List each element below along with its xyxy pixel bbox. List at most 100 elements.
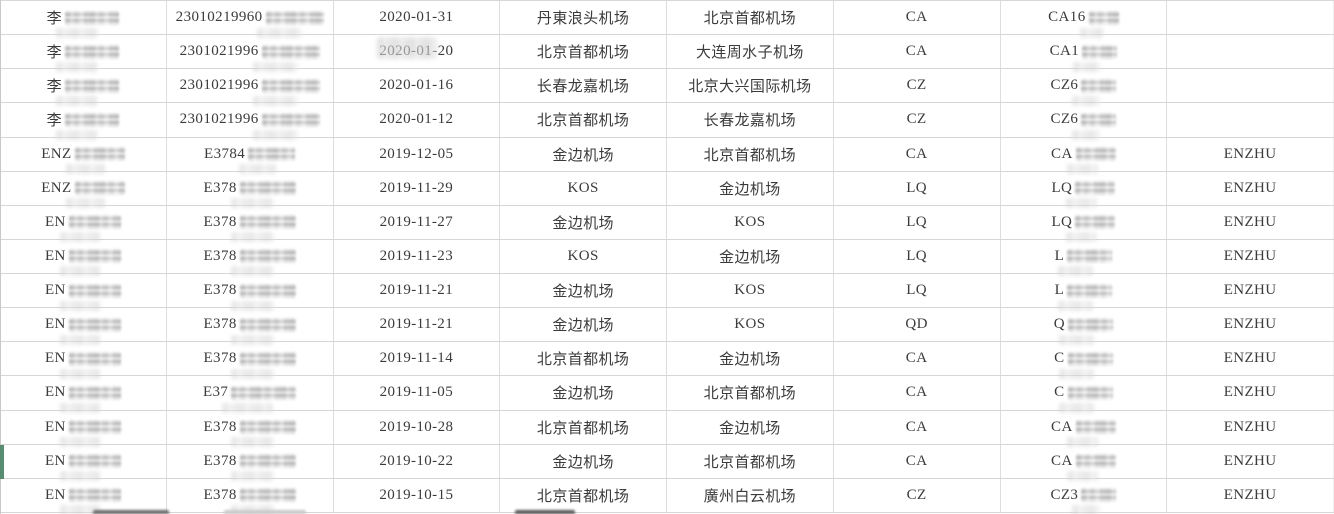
cell-arrival-airport[interactable]: 北京大兴国际机场 (667, 69, 834, 103)
cell-flight-number[interactable]: C (1001, 342, 1168, 376)
cell-airline-code[interactable]: CZ (834, 69, 1001, 103)
cell-id-number[interactable]: E37 (167, 376, 334, 410)
cell-flight-date[interactable]: 2020-01-16 (334, 69, 501, 103)
cell-flight-date[interactable]: 2019-11-21 (334, 308, 501, 342)
cell-airline-code[interactable]: CA (834, 342, 1001, 376)
cell-departure-airport[interactable]: 金边机场 (500, 137, 667, 171)
cell-departure-airport[interactable]: 北京首都机场 (500, 342, 667, 376)
cell-flight-date[interactable]: 2019-11-05 (334, 376, 501, 410)
cell-id-number[interactable]: E378 (167, 444, 334, 478)
cell-passenger-name[interactable]: 李 (0, 103, 167, 137)
cell-departure-airport[interactable]: 金边机场 (500, 274, 667, 308)
cell-passenger-name[interactable]: ENZ (0, 137, 167, 171)
cell-id-number[interactable]: E378 (167, 410, 334, 444)
cell-flight-date[interactable]: 2019-10-15 (334, 478, 501, 512)
cell-departure-airport[interactable]: 金边机场 (500, 376, 667, 410)
cell-flight-number[interactable]: LQ (1001, 171, 1168, 205)
cell-airline-code[interactable]: CA (834, 410, 1001, 444)
cell-flight-date[interactable]: 2019-11-14 (334, 342, 501, 376)
cell-passenger-tag[interactable]: ENZHU (1167, 274, 1334, 308)
cell-passenger-tag[interactable] (1167, 1, 1334, 35)
cell-passenger-name[interactable]: EN (0, 274, 167, 308)
cell-airline-code[interactable]: LQ (834, 205, 1001, 239)
cell-departure-airport[interactable]: 北京首都机场 (500, 35, 667, 69)
cell-passenger-name[interactable]: EN (0, 444, 167, 478)
cell-id-number[interactable]: 2301021996 (167, 103, 334, 137)
cell-departure-airport[interactable]: 金边机场 (500, 444, 667, 478)
cell-airline-code[interactable]: CA (834, 137, 1001, 171)
cell-airline-code[interactable]: CA (834, 444, 1001, 478)
cell-airline-code[interactable]: CA (834, 376, 1001, 410)
cell-arrival-airport[interactable]: 金边机场 (667, 239, 834, 273)
cell-id-number[interactable]: 23010219960 (167, 1, 334, 35)
cell-arrival-airport[interactable]: 金边机场 (667, 410, 834, 444)
cell-arrival-airport[interactable]: 北京首都机场 (667, 1, 834, 35)
cell-flight-date[interactable]: 2019-11-23 (334, 239, 501, 273)
cell-passenger-name[interactable]: EN (0, 205, 167, 239)
cell-passenger-tag[interactable]: ENZHU (1167, 376, 1334, 410)
cell-arrival-airport[interactable]: 北京首都机场 (667, 376, 834, 410)
cell-airline-code[interactable]: QD (834, 308, 1001, 342)
cell-arrival-airport[interactable]: 北京首都机场 (667, 444, 834, 478)
cell-id-number[interactable]: E378 (167, 205, 334, 239)
cell-departure-airport[interactable]: 金边机场 (500, 205, 667, 239)
cell-passenger-name[interactable]: 李 (0, 1, 167, 35)
cell-departure-airport[interactable]: 长春龙嘉机场 (500, 69, 667, 103)
cell-arrival-airport[interactable]: KOS (667, 308, 834, 342)
cell-arrival-airport[interactable]: 长春龙嘉机场 (667, 103, 834, 137)
cell-flight-number[interactable]: CZ3 (1001, 478, 1168, 512)
cell-departure-airport[interactable]: 北京首都机场 (500, 478, 667, 512)
cell-passenger-name[interactable]: EN (0, 239, 167, 273)
cell-departure-airport[interactable]: 金边机场 (500, 308, 667, 342)
cell-flight-number[interactable]: CZ6 (1001, 69, 1168, 103)
cell-airline-code[interactable]: CZ (834, 103, 1001, 137)
cell-flight-number[interactable]: CA (1001, 137, 1168, 171)
cell-flight-date[interactable]: 2019-12-05 (334, 137, 501, 171)
cell-id-number[interactable]: E378 (167, 274, 334, 308)
cell-passenger-tag[interactable]: ENZHU (1167, 171, 1334, 205)
cell-passenger-tag[interactable]: ENZHU (1167, 308, 1334, 342)
cell-passenger-name[interactable]: 李 (0, 69, 167, 103)
cell-airline-code[interactable]: CA (834, 1, 1001, 35)
cell-passenger-tag[interactable]: ENZHU (1167, 410, 1334, 444)
cell-flight-date[interactable]: 2019-11-29 (334, 171, 501, 205)
cell-passenger-tag[interactable] (1167, 103, 1334, 137)
cell-passenger-name[interactable]: ENZ (0, 171, 167, 205)
cell-passenger-name[interactable]: 李 (0, 35, 167, 69)
cell-passenger-tag[interactable] (1167, 35, 1334, 69)
cell-passenger-name[interactable]: EN (0, 478, 167, 512)
cell-passenger-name[interactable]: EN (0, 308, 167, 342)
cell-passenger-tag[interactable]: ENZHU (1167, 137, 1334, 171)
cell-airline-code[interactable]: LQ (834, 239, 1001, 273)
cell-id-number[interactable]: E378 (167, 239, 334, 273)
cell-departure-airport[interactable]: KOS (500, 239, 667, 273)
cell-id-number[interactable]: 2301021996 (167, 69, 334, 103)
cell-flight-date[interactable]: 2019-11-21 (334, 274, 501, 308)
cell-passenger-name[interactable]: EN (0, 342, 167, 376)
cell-flight-number[interactable]: L (1001, 274, 1168, 308)
cell-flight-number[interactable]: CA (1001, 444, 1168, 478)
cell-arrival-airport[interactable]: 金边机场 (667, 171, 834, 205)
cell-airline-code[interactable]: CZ (834, 478, 1001, 512)
cell-arrival-airport[interactable]: KOS (667, 274, 834, 308)
cell-id-number[interactable]: E378 (167, 478, 334, 512)
cell-arrival-airport[interactable]: 金边机场 (667, 342, 834, 376)
cell-flight-number[interactable]: CA16 (1001, 1, 1168, 35)
cell-id-number[interactable]: E378 (167, 308, 334, 342)
cell-id-number[interactable]: E3784 (167, 137, 334, 171)
cell-arrival-airport[interactable]: KOS (667, 205, 834, 239)
cell-flight-date[interactable]: 2020-01-12 (334, 103, 501, 137)
cell-passenger-tag[interactable] (1167, 69, 1334, 103)
cell-airline-code[interactable]: LQ (834, 171, 1001, 205)
cell-flight-number[interactable]: LQ (1001, 205, 1168, 239)
cell-passenger-tag[interactable]: ENZHU (1167, 342, 1334, 376)
cell-arrival-airport[interactable]: 大连周水子机场 (667, 35, 834, 69)
cell-flight-date[interactable]: 2019-11-27 (334, 205, 501, 239)
cell-id-number[interactable]: E378 (167, 171, 334, 205)
cell-passenger-name[interactable]: EN (0, 376, 167, 410)
cell-flight-number[interactable]: L (1001, 239, 1168, 273)
cell-passenger-tag[interactable]: ENZHU (1167, 205, 1334, 239)
cell-passenger-tag[interactable]: ENZHU (1167, 478, 1334, 512)
cell-flight-date[interactable]: 2019-10-22 (334, 444, 501, 478)
cell-flight-number[interactable]: CA (1001, 410, 1168, 444)
